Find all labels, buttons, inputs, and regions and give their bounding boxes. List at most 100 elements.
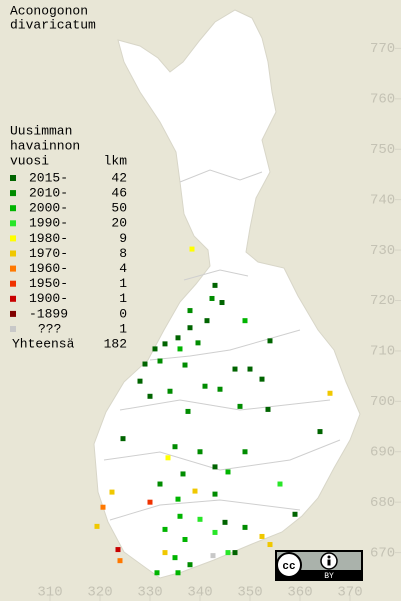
observation-square [175,496,181,502]
region-borders [103,169,341,521]
y-tick-label: 770 [370,41,395,57]
observation-square [180,471,186,477]
legend-header: vuosi [10,153,49,168]
legend-total-label: Yhteensä [12,336,75,351]
observation-square [212,464,218,470]
x-tick-label: 330 [137,585,162,601]
observation-square [117,558,123,564]
y-tick-label: 730 [370,243,395,259]
x-tick-label: 340 [187,585,212,601]
observation-square [147,393,153,399]
y-tick-label: 670 [370,545,395,561]
cc-circle [276,552,302,578]
x-tick-label: 360 [287,585,312,601]
observation-square [317,429,323,435]
x-tick-label: 320 [87,585,112,601]
legend-label: 1960- [29,261,68,276]
legend-label: ??? [38,321,61,336]
y-tick-label: 700 [370,394,395,410]
y-tick-label: 720 [370,293,395,309]
observation-square [267,542,273,548]
observation-square [137,378,143,384]
legend-swatch [10,326,16,332]
observation-square [172,555,178,561]
legend-swatch [10,220,16,227]
observation-square [277,481,283,487]
legend-swatch [10,250,16,257]
observation-square [182,362,188,368]
legend-swatch [10,205,16,212]
observation-square [242,449,248,455]
observation-square [232,550,238,556]
legend-count: 20 [111,216,127,231]
observation-square [217,386,223,392]
legend-count: 46 [111,186,127,201]
observation-square [265,406,271,412]
observation-square [147,499,153,505]
legend-label: 1950- [29,276,68,291]
legend-label: 1900- [29,291,68,306]
observation-square [120,436,126,442]
observation-square [94,523,100,529]
legend-swatch [10,280,16,287]
observation-square [189,246,195,252]
legend-count: 9 [119,231,127,246]
observation-square [195,340,201,346]
observation-square [210,553,216,559]
observation-square [162,526,168,532]
legend-label: 2010- [29,186,68,201]
observation-square [154,570,160,576]
y-tick-label: 740 [370,192,395,208]
observation-square [242,318,248,324]
observation-square [292,511,298,517]
observation-square [204,318,210,324]
observation-square [237,403,243,409]
observation-square [209,295,215,301]
legend-label: 2000- [29,201,68,216]
legend-swatch [10,190,16,197]
observation-square [100,504,106,510]
y-tick-label: 680 [370,495,395,511]
observation-square [187,308,193,314]
observation-square [182,536,188,542]
y-tick-label: 710 [370,344,395,360]
observation-square [157,481,163,487]
observation-square [167,388,173,394]
legend-count-header: lkm [104,153,128,168]
y-tick-label: 690 [370,444,395,460]
legend-count: 50 [111,201,127,216]
observation-square [162,341,168,347]
legend-label: 1980- [29,231,68,246]
observation-square [162,550,168,556]
observation-square [187,562,193,568]
observation-square [172,444,178,450]
legend-count: 8 [119,246,127,261]
legend-count: 0 [119,306,127,321]
legend-label: 2015- [29,170,68,185]
y-tick-label: 750 [370,142,395,158]
observation-square [222,519,228,525]
observation-square [197,449,203,455]
x-tick-label: 370 [337,585,362,601]
observation-square [175,335,181,341]
observation-square [177,513,183,519]
observation-square [197,516,203,522]
observation-square [259,376,265,382]
observation-square [212,529,218,535]
observation-square [247,366,253,372]
observation-square [232,366,238,372]
observation-square [185,408,191,414]
observation-square [212,491,218,497]
legend-count: 1 [119,321,127,336]
legend-count: 1 [119,276,127,291]
observation-square [187,325,193,331]
title: divaricatum [10,17,96,32]
observation-square [259,533,265,539]
legend-count: 42 [111,170,127,185]
by-text: BY [324,572,334,581]
legend-swatch [10,310,16,317]
observation-square [177,346,183,352]
legend-header: havainnon [10,138,80,153]
